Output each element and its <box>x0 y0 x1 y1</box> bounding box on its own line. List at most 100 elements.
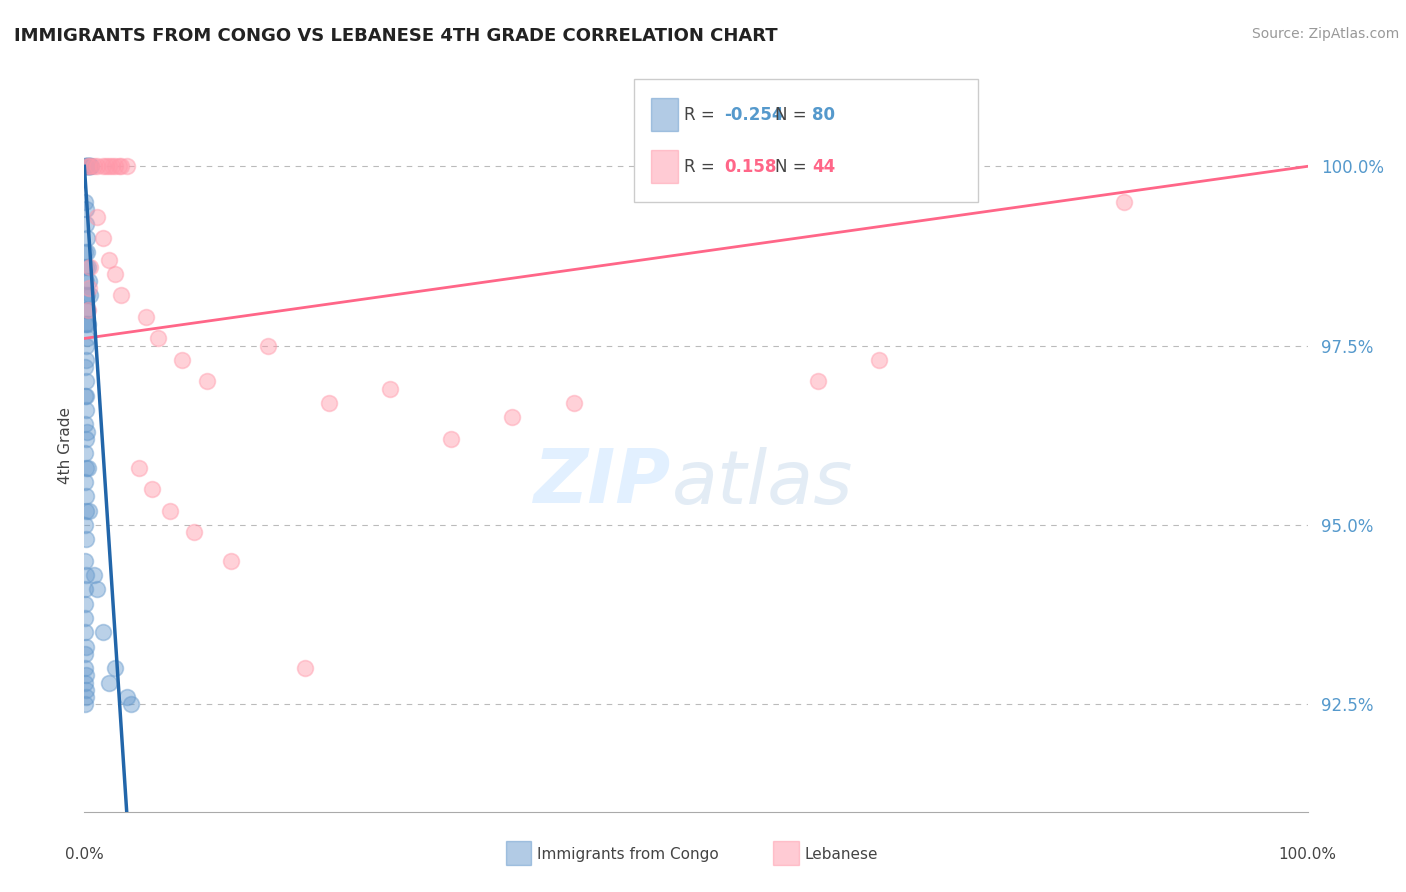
Point <box>97 675 120 690</box>
Point <box>77 281 100 295</box>
Point <box>86 582 108 597</box>
Text: IMMIGRANTS FROM CONGO VS LEBANESE 4TH GRADE CORRELATION CHART: IMMIGRANTS FROM CONGO VS LEBANESE 4TH GR… <box>14 27 778 45</box>
Text: 80: 80 <box>813 105 835 124</box>
Point <box>318 396 340 410</box>
Point <box>76 302 98 317</box>
Point <box>107 159 129 173</box>
Point <box>77 302 100 317</box>
Point <box>73 159 96 173</box>
Point <box>75 274 97 288</box>
Text: 44: 44 <box>813 158 835 176</box>
Point <box>77 260 100 274</box>
Point <box>75 568 97 582</box>
Point <box>75 403 97 417</box>
Point <box>73 195 96 210</box>
Point <box>75 489 97 503</box>
Point <box>79 159 101 173</box>
Point <box>73 288 96 302</box>
Point <box>257 338 280 352</box>
Point <box>97 159 120 173</box>
Point <box>76 231 98 245</box>
Point <box>75 682 97 697</box>
Point <box>110 159 132 173</box>
Point <box>75 460 97 475</box>
Point <box>380 382 402 396</box>
Text: Lebanese: Lebanese <box>804 847 877 862</box>
Point <box>104 661 127 675</box>
Text: Immigrants from Congo: Immigrants from Congo <box>537 847 718 862</box>
Point <box>73 611 96 625</box>
Point <box>73 245 96 260</box>
Point <box>110 288 132 302</box>
Point <box>73 647 96 661</box>
Point <box>75 668 97 682</box>
Point <box>80 159 103 173</box>
Text: 0.158: 0.158 <box>724 158 776 176</box>
Point <box>501 410 523 425</box>
Point <box>115 159 138 173</box>
Point <box>294 661 316 675</box>
Point <box>75 675 97 690</box>
Point <box>141 482 163 496</box>
Point <box>73 554 96 568</box>
Point <box>75 202 97 217</box>
Point <box>76 245 98 260</box>
Point <box>115 690 138 704</box>
Point <box>75 338 97 352</box>
Point <box>73 389 96 403</box>
Point <box>807 375 830 389</box>
Point <box>219 554 242 568</box>
Point <box>79 260 101 274</box>
Point <box>91 231 114 245</box>
Point <box>77 503 100 517</box>
Point <box>562 396 585 410</box>
Point <box>135 310 157 324</box>
Point <box>76 425 98 439</box>
Point <box>73 475 96 489</box>
Point <box>120 697 142 711</box>
Point <box>183 524 205 539</box>
Point <box>73 417 96 432</box>
Point <box>75 317 97 331</box>
Point <box>869 353 891 368</box>
Text: Source: ZipAtlas.com: Source: ZipAtlas.com <box>1251 27 1399 41</box>
Point <box>1114 195 1136 210</box>
Point <box>91 159 114 173</box>
Point <box>172 353 194 368</box>
Point <box>73 317 96 331</box>
Point <box>75 159 97 173</box>
Text: 0.0%: 0.0% <box>65 847 104 862</box>
Point <box>91 625 114 640</box>
Point <box>75 389 97 403</box>
Point <box>76 331 98 345</box>
Point <box>75 302 97 317</box>
Point <box>104 159 127 173</box>
Point <box>76 159 98 173</box>
Text: ZIP: ZIP <box>534 446 672 519</box>
Point <box>73 517 96 532</box>
Point <box>76 159 98 173</box>
Text: -0.254: -0.254 <box>724 105 783 124</box>
Point <box>83 159 105 173</box>
Text: N =: N = <box>776 105 813 124</box>
Point <box>75 503 97 517</box>
Point <box>79 288 101 302</box>
Point <box>104 267 127 281</box>
Point <box>96 159 118 173</box>
Point <box>73 582 96 597</box>
Point <box>73 625 96 640</box>
Point <box>75 353 97 368</box>
Point <box>75 533 97 547</box>
Point <box>77 159 100 173</box>
Point <box>83 568 105 582</box>
Point <box>73 661 96 675</box>
Text: R =: R = <box>683 158 725 176</box>
Point <box>146 331 169 345</box>
Point <box>75 260 97 274</box>
Point <box>128 460 150 475</box>
Point <box>86 210 108 224</box>
Point <box>159 503 181 517</box>
Text: atlas: atlas <box>672 447 853 518</box>
Point <box>77 159 100 173</box>
Point <box>77 159 100 173</box>
